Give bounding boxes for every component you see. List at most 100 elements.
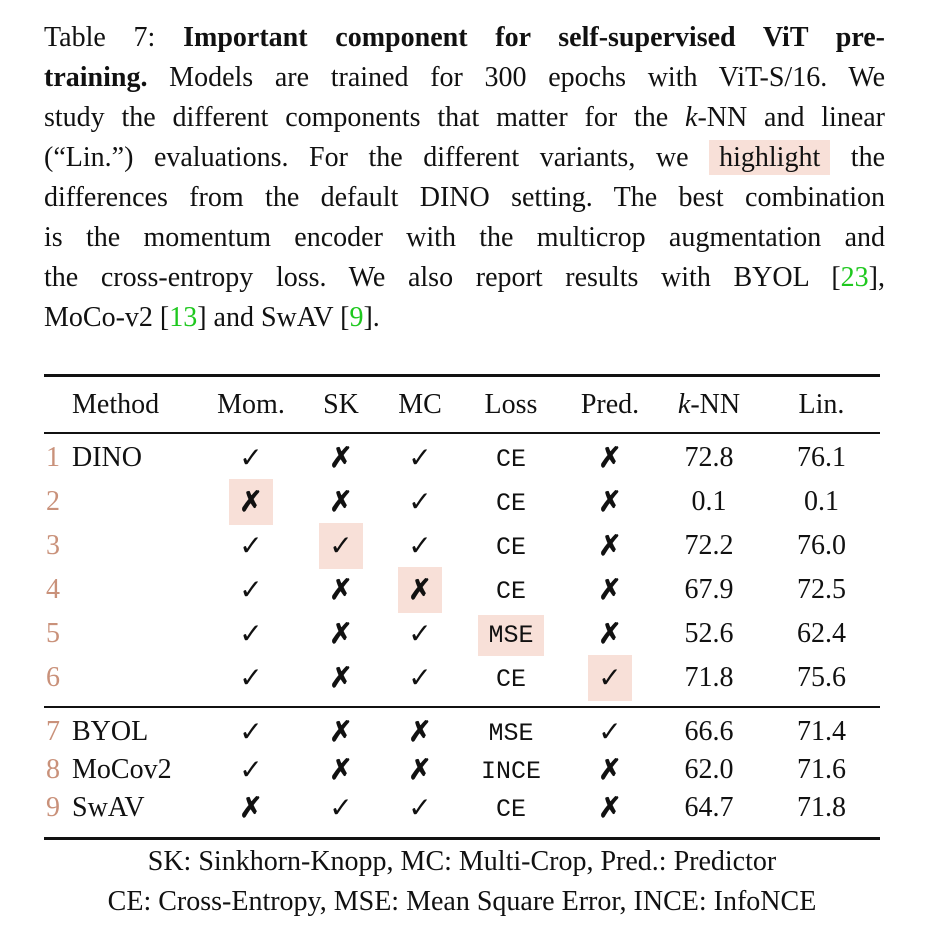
method-name: MoCov2	[72, 754, 172, 785]
mom-mark-cell: ✓	[205, 617, 297, 651]
knn-value-cell: 52.6	[653, 618, 765, 650]
caption-text: the cross-entropy loss. We also report r…	[44, 262, 841, 293]
header-knn: k-NN	[653, 389, 765, 421]
knn-value: 71.8	[684, 662, 734, 693]
caption-text: the	[850, 142, 886, 173]
knn-value-cell: 0.1	[653, 486, 765, 518]
pred-mark: ✗	[598, 793, 622, 824]
top-rule	[44, 374, 880, 377]
row-number: 2	[46, 486, 60, 517]
caption-line: MoCo-v2 [13] and SwAV [9].	[44, 298, 885, 338]
caption-text: ] and SwAV [	[197, 302, 350, 333]
lin-value-cell: 62.4	[765, 618, 878, 650]
mom-mark: ✓	[239, 575, 263, 606]
lin-value: 75.6	[797, 662, 846, 693]
header-lin: Lin.	[798, 388, 845, 420]
sk-mark: ✗	[329, 755, 353, 786]
header-loss: Loss	[484, 388, 538, 420]
caption-line: (“Lin.”) evaluations. For the different …	[44, 138, 885, 178]
table-caption: Table 7: Important component for self-su…	[44, 18, 885, 338]
caption-text: (“Lin.”) evaluations. For the different …	[44, 142, 689, 173]
header-pred: Pred.	[580, 388, 640, 420]
sk-mark-cell: ✗	[297, 617, 385, 651]
row-number: 7	[46, 716, 60, 747]
table-row: 9 SwAV ✗ ✓ ✓ CE ✗ 64.7 71.8	[44, 789, 880, 827]
sk-mark: ✗	[329, 575, 353, 606]
pred-mark-cell: ✗	[567, 573, 653, 607]
lin-value: 0.1	[804, 486, 839, 517]
loss-value: INCE	[480, 757, 541, 786]
pred-mark-cell: ✗	[567, 617, 653, 651]
mc-mark-cell: ✓	[385, 617, 455, 651]
sk-mark-cell: ✓	[297, 791, 385, 825]
mc-mark: ✗	[398, 567, 442, 613]
row-number-cell: 3	[44, 530, 70, 562]
loss-value-cell: CE	[455, 442, 567, 474]
loss-value: CE	[495, 489, 526, 518]
caption-text: differences from the default DINO settin…	[44, 182, 885, 213]
mc-mark-cell: ✗	[385, 715, 455, 749]
pred-mark: ✗	[598, 575, 622, 606]
mom-mark-cell: ✓	[205, 753, 297, 787]
row-number: 4	[46, 574, 60, 605]
table-row: 3 ✓ ✓ ✓ CE ✗ 72.2 76.0	[44, 523, 880, 569]
knn-value: 67.9	[684, 574, 734, 605]
mom-mark-cell: ✗	[205, 479, 297, 525]
header-rule	[44, 432, 880, 434]
sk-mark-cell: ✗	[297, 573, 385, 607]
caption-text: -NN and linear	[697, 102, 886, 133]
knn-value: 62.0	[684, 754, 734, 785]
highlight-sample: highlight	[709, 140, 831, 175]
caption-text: Models are trained for 300 epochs with V…	[169, 62, 885, 93]
mc-mark: ✗	[408, 755, 432, 786]
caption-text: ],	[868, 262, 885, 293]
loss-value: CE	[495, 577, 526, 606]
method-name: DINO	[72, 442, 142, 473]
mc-mark-cell: ✗	[385, 567, 455, 613]
caption-line: the cross-entropy loss. We also report r…	[44, 258, 885, 298]
knn-value: 72.2	[684, 530, 734, 561]
ablation-group: 1 DINO ✓ ✗ ✓ CE ✗ 72.8 76.1 2 ✗ ✗ ✓ CE ✗ 0.1 0.1 3 ✓ ✓ ✓ CE ✗ 7…	[44, 434, 880, 706]
caption-text: is the momentum encoder with the multicr…	[44, 222, 885, 253]
citation-link[interactable]: 23	[840, 262, 869, 293]
table-row: 6 ✓ ✗ ✓ CE ✓ 71.8 75.6	[44, 655, 880, 701]
row-number: 1	[46, 442, 60, 473]
table-row: 7 BYOL ✓ ✗ ✗ MSE ✓ 66.6 71.4	[44, 713, 880, 751]
knn-value-cell: 72.2	[653, 530, 765, 562]
knn-value-cell: 64.7	[653, 792, 765, 824]
row-number: 5	[46, 618, 60, 649]
lin-value: 76.0	[797, 530, 846, 561]
footnote-line-1: SK: Sinkhorn-Knopp, MC: Multi-Crop, Pred…	[147, 846, 777, 877]
pred-mark-cell: ✗	[567, 791, 653, 825]
loss-value: CE	[495, 665, 526, 694]
sk-mark-cell: ✗	[297, 441, 385, 475]
mc-mark: ✗	[408, 717, 432, 748]
row-number-cell: 1	[44, 442, 70, 474]
lin-value: 71.6	[797, 754, 846, 785]
caption-line: differences from the default DINO settin…	[44, 178, 885, 218]
mom-mark: ✓	[239, 717, 263, 748]
mc-mark-cell: ✓	[385, 791, 455, 825]
pred-mark-cell: ✓	[567, 655, 653, 701]
mom-mark: ✓	[239, 619, 263, 650]
loss-value-cell: INCE	[455, 754, 567, 786]
lin-value: 71.8	[797, 792, 846, 823]
citation-link[interactable]: 13	[169, 302, 198, 333]
mom-mark-cell: ✗	[205, 791, 297, 825]
mc-mark: ✓	[408, 487, 432, 518]
knn-value-cell: 62.0	[653, 754, 765, 786]
pred-mark: ✗	[598, 443, 622, 474]
sk-mark: ✗	[329, 443, 353, 474]
bottom-rule	[44, 837, 880, 840]
mom-mark: ✓	[239, 755, 263, 786]
citation-link[interactable]: 9	[349, 302, 364, 333]
pred-mark-cell: ✗	[567, 441, 653, 475]
caption-line: training. Models are trained for 300 epo…	[44, 58, 885, 98]
method-name: BYOL	[72, 716, 149, 747]
method-name-cell: DINO	[70, 442, 205, 474]
row-number: 8	[46, 754, 60, 785]
method-name-cell: MoCov2	[70, 754, 205, 786]
lin-value-cell: 0.1	[765, 486, 878, 518]
pred-mark: ✓	[588, 655, 632, 701]
mc-mark: ✓	[408, 443, 432, 474]
